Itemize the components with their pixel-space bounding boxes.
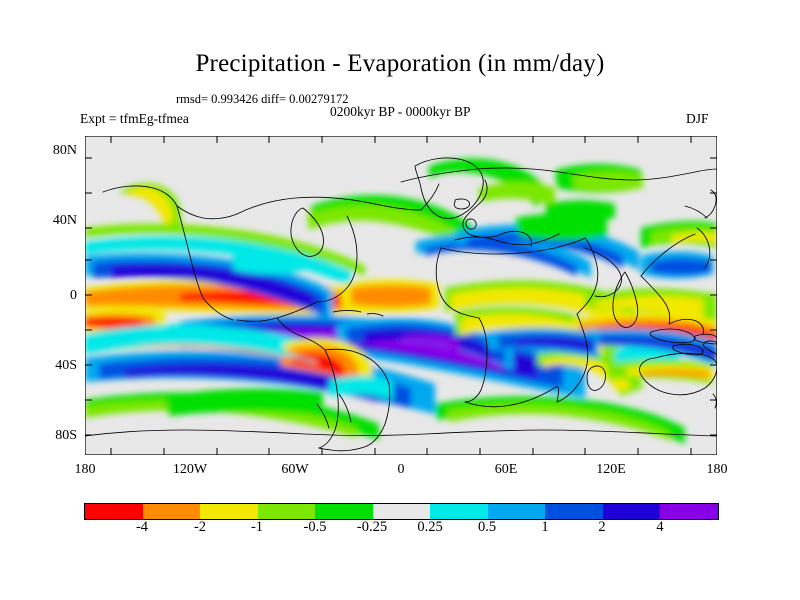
colorbar-tick-label: 2 xyxy=(598,519,606,535)
y-tick-label: 40S xyxy=(55,358,77,373)
period-annotation: 0200kyr BP - 0000kyr BP xyxy=(330,104,471,119)
colorbar-tick-label: -0.25 xyxy=(356,519,388,535)
rmsd-annotation: rmsd= 0.993426 diff= 0.00279172 xyxy=(176,92,349,106)
x-tick-label: 0 xyxy=(397,462,405,477)
colorbar-band xyxy=(487,504,546,519)
y-tick-label: 0 xyxy=(70,288,77,303)
colorbar-tick-label: 1 xyxy=(541,519,549,535)
colorbar-band xyxy=(372,504,431,519)
x-tick-label: 120E xyxy=(596,462,626,477)
colorbar-tick-label: -0.5 xyxy=(303,519,327,535)
y-tick-label: 80N xyxy=(52,143,77,158)
colorbar-band xyxy=(85,504,143,519)
y-tick-label: 80S xyxy=(55,428,77,443)
colorbar-band xyxy=(142,504,201,519)
colorbar-band xyxy=(430,504,488,519)
y-tick-label: 40N xyxy=(52,213,77,228)
colorbar-band xyxy=(602,504,661,519)
x-tick-label: 180 xyxy=(706,462,728,477)
experiment-annotation: Expt = tfmEg-tfmea xyxy=(80,111,189,126)
x-tick-label: 60E xyxy=(494,462,518,477)
map-plot-area xyxy=(85,136,717,455)
season-annotation: DJF xyxy=(686,111,709,126)
colorbar-tick-label: -2 xyxy=(193,519,207,535)
x-tick-label: 120W xyxy=(172,462,208,477)
x-tick-label: 180 xyxy=(74,462,96,477)
x-tick-label: 60W xyxy=(281,462,309,477)
colorbar-tick-label: 4 xyxy=(656,519,664,535)
page-title: Precipitation - Evaporation (in mm/day) xyxy=(195,50,605,77)
colorbar-tick-label: 0.5 xyxy=(477,519,497,535)
colorbar-tick-label: -1 xyxy=(250,519,264,535)
colorbar-band xyxy=(545,504,603,519)
colorbar-tick-label: -4 xyxy=(135,519,149,535)
colorbar xyxy=(84,503,719,520)
colorbar-band xyxy=(315,504,373,519)
colorbar-band xyxy=(257,504,316,519)
colorbar-band xyxy=(200,504,258,519)
colorbar-band xyxy=(660,504,719,519)
colorbar-tick-label: 0.25 xyxy=(417,519,443,535)
